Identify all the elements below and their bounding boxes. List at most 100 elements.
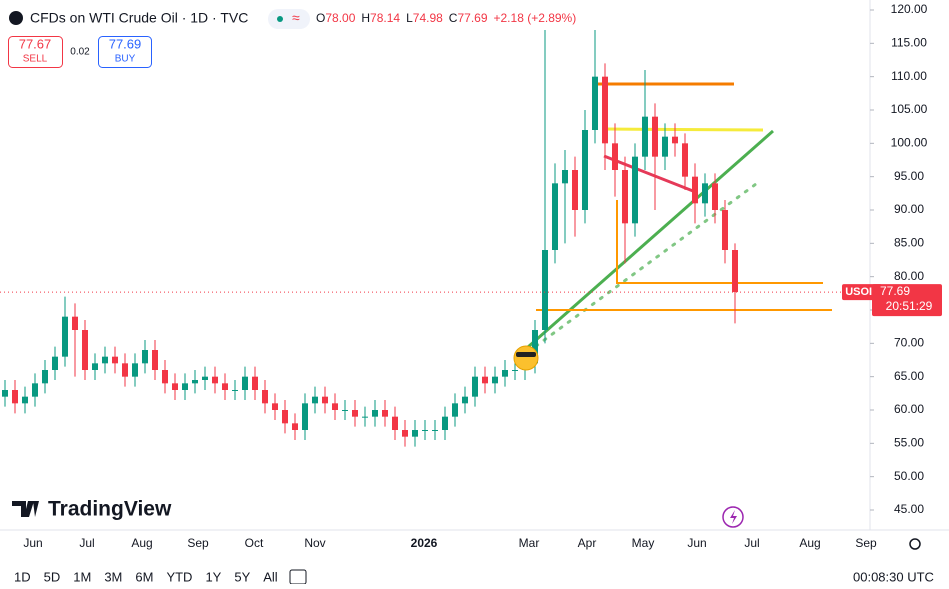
status-badge[interactable] bbox=[268, 9, 310, 29]
emoji-glasses bbox=[516, 352, 536, 357]
range-button[interactable]: All bbox=[263, 569, 278, 584]
x-tick-label: Jun bbox=[23, 536, 42, 550]
candle-body bbox=[432, 430, 438, 431]
candle-body bbox=[582, 130, 588, 210]
candle-body bbox=[252, 376, 258, 390]
candle-body bbox=[612, 143, 618, 170]
candle-body bbox=[222, 383, 228, 390]
candle-body bbox=[172, 383, 178, 390]
ohlc: O 78.00 H 78.14 L 74.98 C 77.69 +2.18 (+2.89%) bbox=[316, 11, 576, 25]
x-tick-label: 2026 bbox=[411, 536, 438, 550]
y-tick-label: 50.00 bbox=[894, 469, 924, 483]
ohlc-value: 74.98 bbox=[413, 11, 443, 25]
range-button[interactable]: 1M bbox=[73, 569, 91, 584]
candle-body bbox=[232, 390, 238, 391]
settings-icon[interactable] bbox=[909, 538, 921, 550]
range-button[interactable]: 5Y bbox=[234, 569, 250, 584]
x-tick-label: Nov bbox=[304, 536, 325, 550]
x-tick-label: Mar bbox=[519, 536, 540, 550]
candle-body bbox=[442, 416, 448, 430]
status-dot bbox=[277, 16, 283, 22]
buy-button[interactable] bbox=[98, 36, 152, 68]
range-button[interactable]: 3M bbox=[104, 569, 122, 584]
sell-label: SELL bbox=[23, 54, 48, 65]
range-button[interactable]: YTD bbox=[166, 569, 192, 584]
price-tag bbox=[872, 284, 942, 317]
candle-body bbox=[122, 363, 128, 377]
candle-body bbox=[602, 76, 608, 144]
ohlc-key: H bbox=[361, 11, 370, 25]
candle-body bbox=[732, 250, 738, 293]
logo-icon bbox=[12, 501, 39, 517]
y-tick-label: 65.00 bbox=[894, 369, 924, 383]
symbol-tag-text: USOIL bbox=[845, 286, 879, 298]
candles bbox=[2, 30, 738, 447]
trend-line bbox=[603, 154, 694, 193]
sell-button[interactable] bbox=[8, 36, 63, 68]
range-button[interactable]: 6M bbox=[135, 569, 153, 584]
status-icon: ≈ bbox=[292, 10, 300, 26]
buy-label: BUY bbox=[115, 54, 136, 65]
symbol-title[interactable]: CFDs on WTI Crude Oil · 1D · TVC bbox=[30, 10, 248, 26]
candle-body bbox=[212, 376, 218, 384]
candle-body bbox=[502, 370, 508, 377]
candle-body bbox=[592, 76, 598, 130]
y-tick-label: 120.00 bbox=[891, 2, 928, 16]
candle-body bbox=[692, 176, 698, 204]
candle-body bbox=[182, 383, 188, 390]
x-tick-label: Aug bbox=[131, 536, 152, 550]
calendar-icon[interactable] bbox=[289, 569, 307, 585]
range-button[interactable]: 5D bbox=[44, 569, 61, 584]
y-tick-label: 115.00 bbox=[891, 36, 927, 50]
emoji-icon bbox=[513, 345, 539, 371]
candle-body bbox=[312, 396, 318, 404]
spread: 0.02 bbox=[70, 47, 90, 58]
candle-body bbox=[662, 136, 668, 157]
candle-body bbox=[282, 410, 288, 424]
y-tick-label: 45.00 bbox=[894, 502, 924, 516]
x-tick-label: May bbox=[632, 536, 655, 550]
x-tick-label: Apr bbox=[578, 536, 597, 550]
candle-body bbox=[642, 116, 648, 157]
candle-body bbox=[262, 390, 268, 404]
range-button[interactable]: 1D bbox=[14, 569, 31, 584]
candle-body bbox=[712, 183, 718, 210]
clock: 00:08:30 UTC bbox=[853, 569, 934, 584]
candle-body bbox=[452, 403, 458, 417]
candle-body bbox=[622, 170, 628, 224]
candle-body bbox=[552, 183, 558, 250]
logo: TradingView bbox=[48, 498, 172, 521]
range-button[interactable]: 1Y bbox=[205, 569, 221, 584]
candle-body bbox=[272, 403, 278, 410]
candle-body bbox=[192, 380, 198, 384]
ohlc-value: 78.00 bbox=[325, 11, 355, 25]
candle-body bbox=[392, 416, 398, 430]
candle-body bbox=[32, 383, 38, 397]
y-tick-label: 55.00 bbox=[894, 436, 924, 450]
candle-body bbox=[562, 170, 568, 184]
candle-body bbox=[382, 410, 388, 417]
candle-body bbox=[682, 143, 688, 177]
candle-body bbox=[532, 330, 538, 364]
x-tick-label: Jul bbox=[79, 536, 94, 550]
candle-body bbox=[512, 370, 518, 371]
range-toolbar: 1D 5D 1M 3M 6M YTD 1Y 5Y All bbox=[14, 569, 278, 584]
candle-body bbox=[92, 363, 98, 370]
candle-body bbox=[322, 396, 328, 404]
dotted-line bbox=[526, 182, 758, 354]
candle-body bbox=[62, 316, 68, 357]
ohlc-key: C bbox=[449, 11, 458, 25]
x-tick-label: Sep bbox=[855, 536, 877, 550]
level-line bbox=[616, 200, 823, 284]
level-line bbox=[603, 127, 764, 132]
x-tick-label: Sep bbox=[187, 536, 209, 550]
y-tick-label: 105.00 bbox=[891, 102, 928, 116]
candle-body bbox=[652, 116, 658, 157]
candle-body bbox=[632, 156, 638, 224]
candle-body bbox=[42, 370, 48, 384]
y-tick-label: 85.00 bbox=[894, 236, 924, 250]
candle-body bbox=[332, 403, 338, 410]
candle-body bbox=[482, 376, 488, 384]
